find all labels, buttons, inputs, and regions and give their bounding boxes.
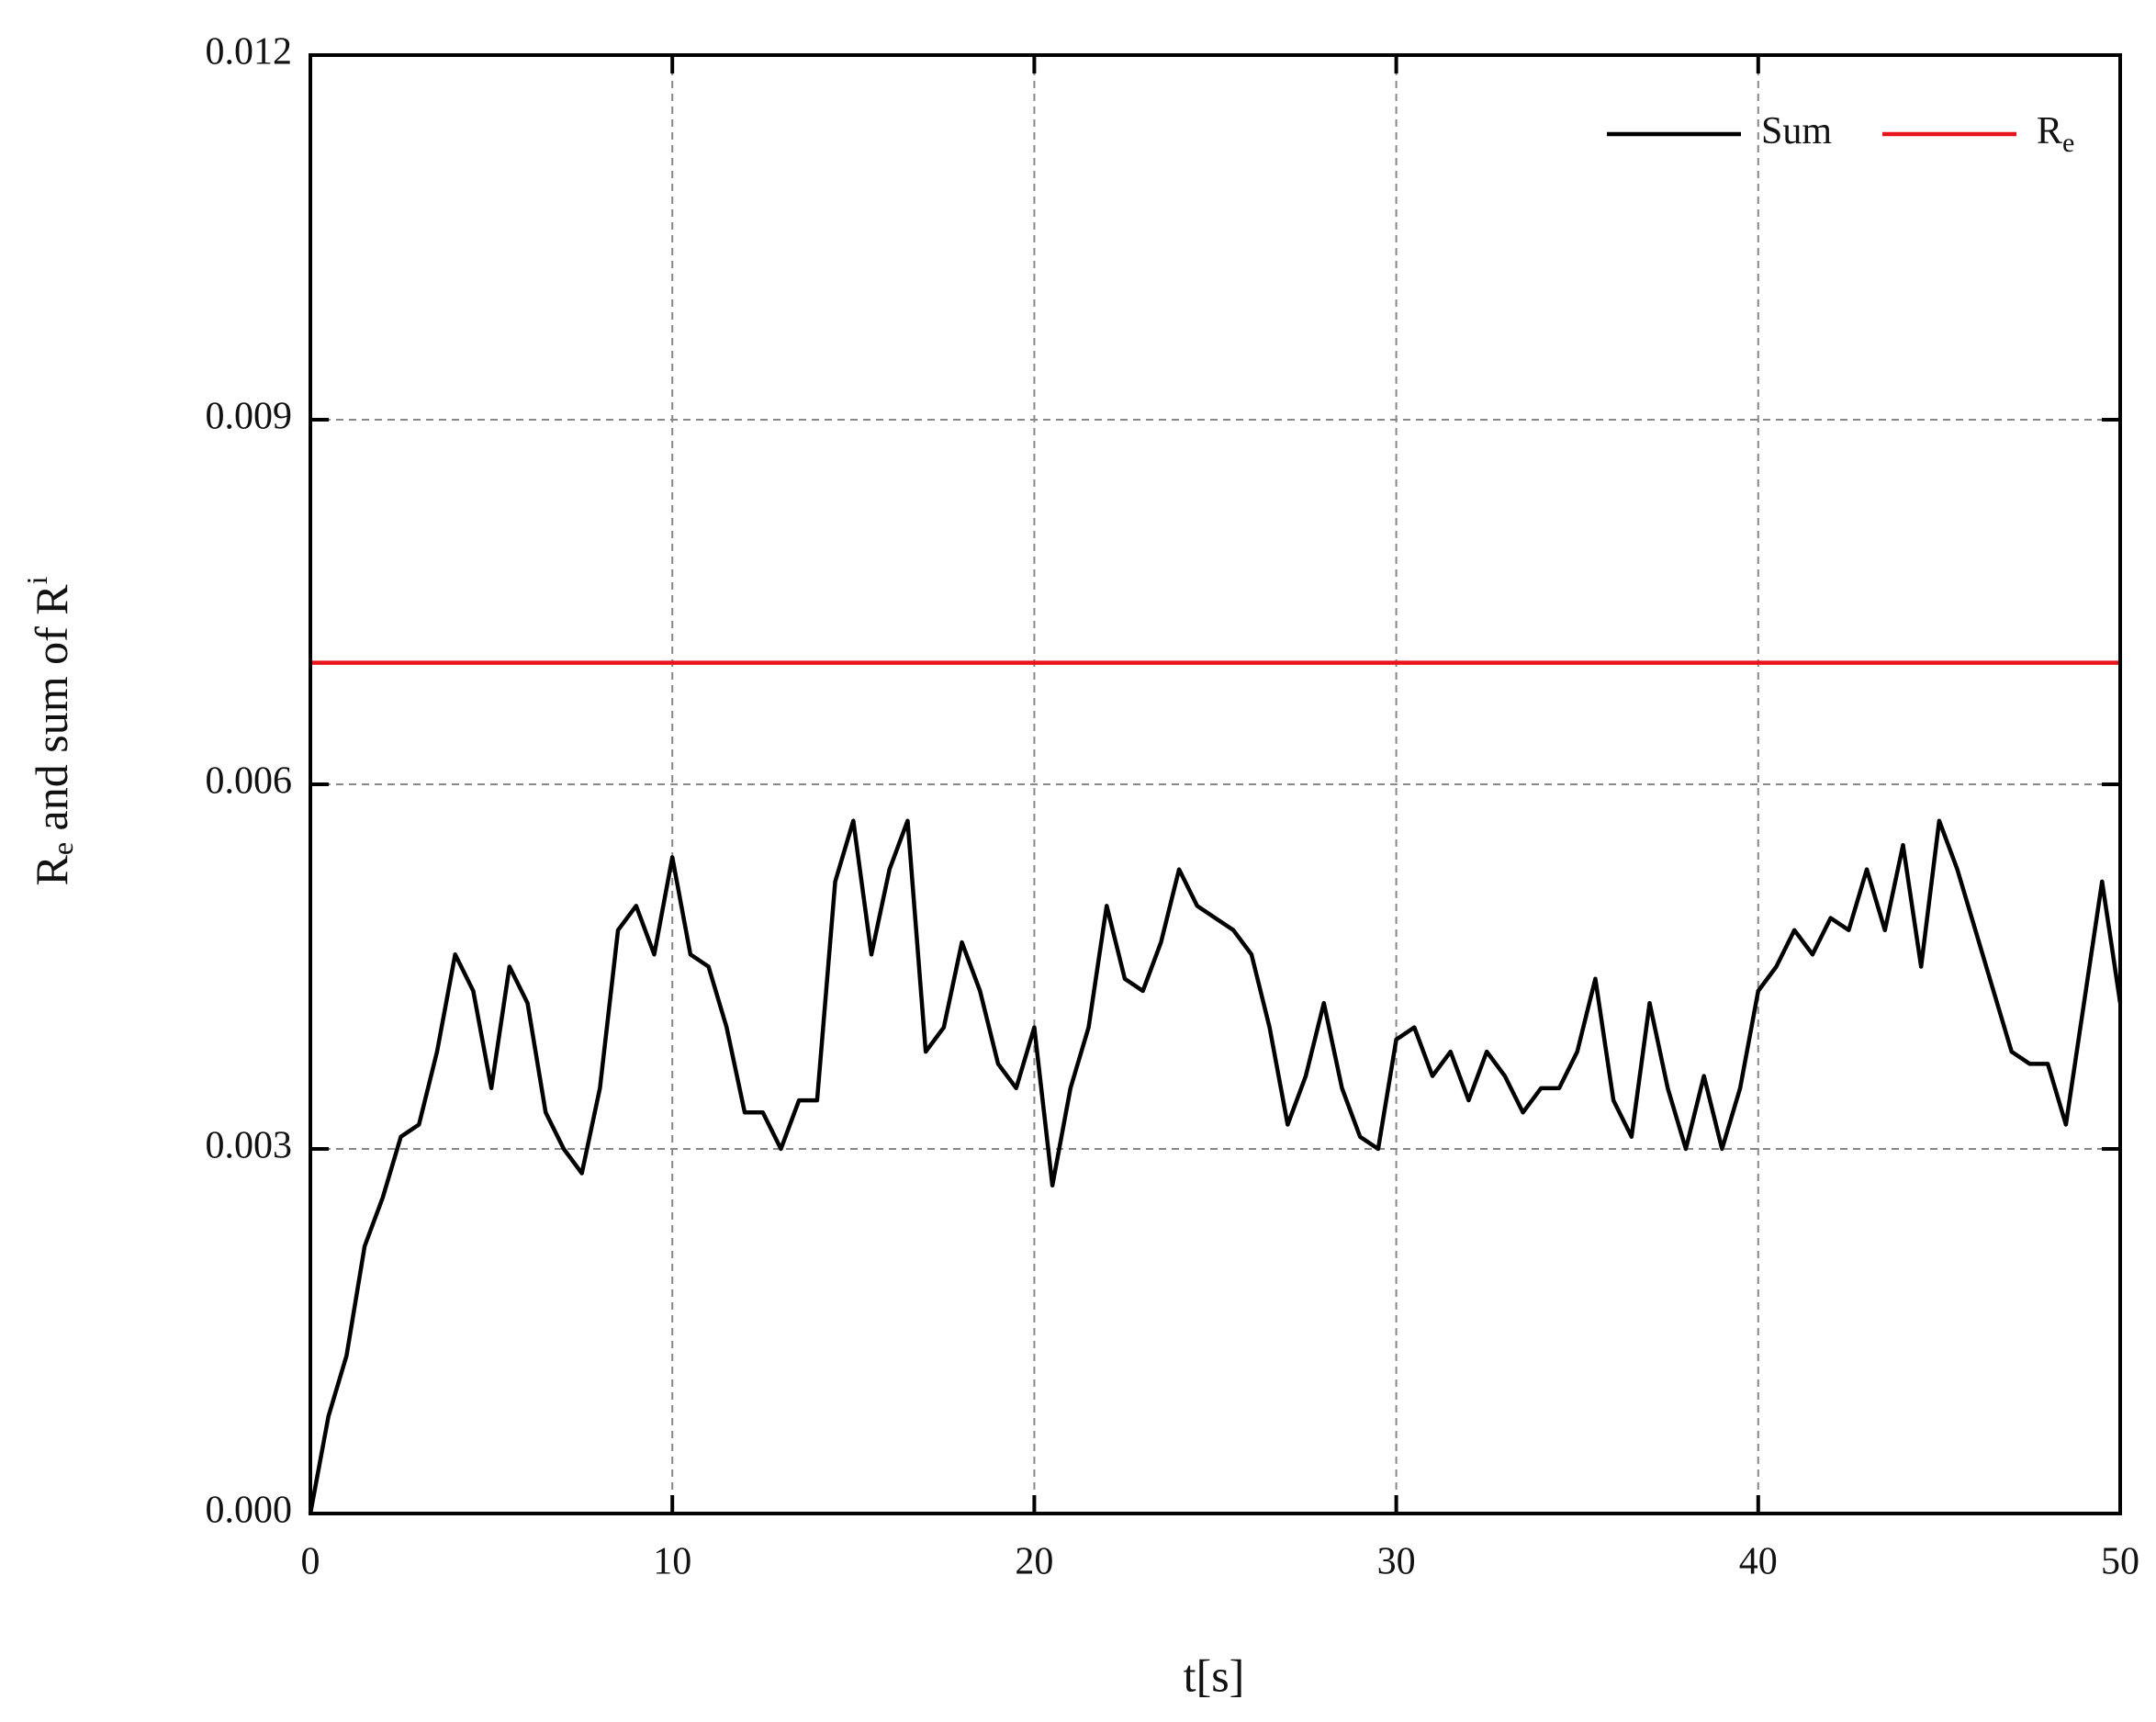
plot-frame — [309, 53, 2122, 1515]
legend-label: Re — [2037, 110, 2074, 158]
y-tick-label: 0.006 — [206, 760, 293, 803]
x-axis-label: t[s] — [1184, 1649, 1245, 1701]
y-tick-label: 0.012 — [206, 31, 293, 73]
y-tick-label: 0.003 — [206, 1125, 293, 1167]
y-label-sup: i — [20, 576, 53, 584]
y-tick-label: 0.000 — [206, 1490, 293, 1532]
legend-name: R — [2037, 110, 2062, 152]
x-tick-label: 30 — [1377, 1541, 1416, 1583]
x-tick-label: 40 — [1739, 1541, 1778, 1583]
y-label-sub: e — [46, 842, 79, 855]
y-tick-label: 0.009 — [206, 396, 293, 438]
y-label-part: R — [26, 855, 77, 886]
x-tick-label: 10 — [653, 1541, 691, 1583]
data-line — [308, 818, 2123, 1514]
x-tick-label: 0 — [301, 1541, 320, 1583]
y-label-part: and sum of R — [26, 584, 77, 842]
x-tick-label: 20 — [1015, 1541, 1053, 1583]
x-tick-label: 50 — [2101, 1541, 2139, 1583]
legend-label: Sum — [1761, 110, 1832, 152]
legend-name: Sum — [1761, 110, 1832, 152]
y-axis-label: Re and sum of Ri — [20, 576, 79, 885]
legend-name-sub: e — [2062, 128, 2074, 158]
